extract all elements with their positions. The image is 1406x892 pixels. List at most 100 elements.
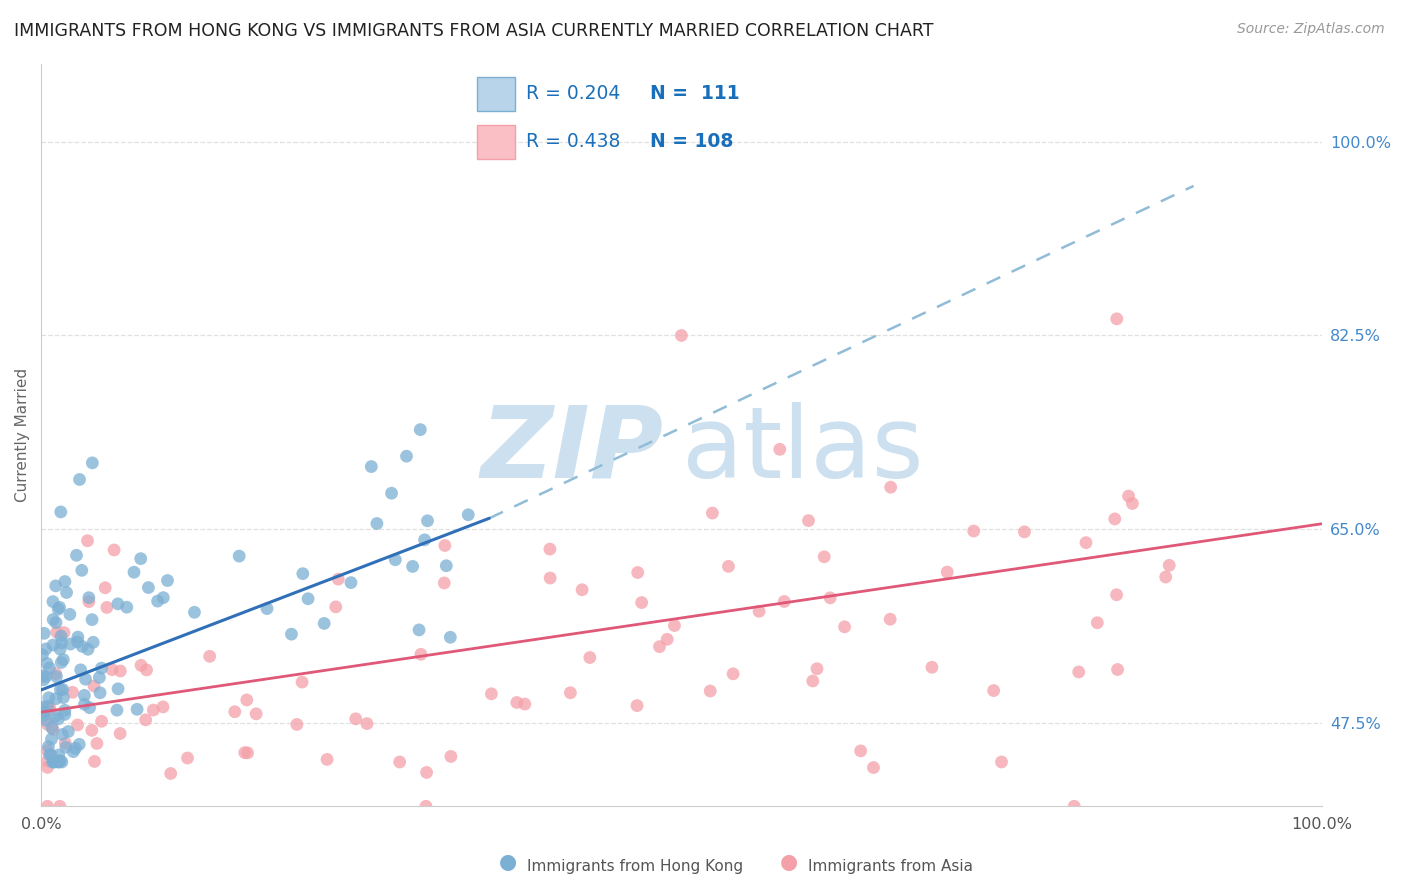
Point	[37, 739, 59, 754]
Point	[1105, 588, 1128, 602]
Point	[813, 549, 835, 564]
Text: ●: ●	[499, 853, 517, 872]
Point	[42, 594, 65, 608]
Point	[70, 563, 93, 577]
Point	[55, 585, 77, 599]
Point	[457, 508, 479, 522]
Point	[280, 627, 302, 641]
Point	[415, 765, 437, 780]
Point	[83, 755, 105, 769]
Text: Immigrants from Hong Kong: Immigrants from Hong Kong	[527, 859, 744, 874]
Point	[38, 661, 60, 675]
Point	[849, 744, 872, 758]
Point	[325, 599, 347, 614]
Point	[31, 668, 53, 682]
Point	[82, 456, 104, 470]
Point	[41, 721, 63, 735]
Point	[236, 746, 259, 760]
Point	[245, 706, 267, 721]
Point	[228, 549, 250, 563]
Point	[702, 506, 724, 520]
Point	[115, 600, 138, 615]
Point	[46, 755, 69, 769]
Point	[340, 575, 363, 590]
Point	[862, 760, 884, 774]
Point	[366, 516, 388, 531]
Point	[1107, 663, 1129, 677]
Text: ●: ●	[780, 853, 799, 872]
Point	[110, 664, 132, 678]
Point	[42, 755, 65, 769]
Point	[35, 642, 58, 657]
Point	[77, 591, 100, 605]
Point	[806, 662, 828, 676]
Point	[37, 717, 59, 731]
Point	[44, 709, 66, 723]
Point	[413, 533, 436, 547]
Point	[32, 673, 55, 687]
Point	[62, 745, 84, 759]
Point	[416, 514, 439, 528]
Point	[65, 741, 87, 756]
Point	[73, 689, 96, 703]
Point	[1063, 799, 1085, 814]
Point	[1159, 558, 1181, 573]
Point	[90, 661, 112, 675]
Point	[152, 591, 174, 605]
Point	[648, 640, 671, 654]
Point	[630, 596, 652, 610]
Point	[356, 716, 378, 731]
Point	[1154, 570, 1177, 584]
Point	[1067, 665, 1090, 679]
Point	[48, 600, 70, 615]
Point	[797, 514, 820, 528]
Point	[314, 616, 336, 631]
Point	[42, 638, 65, 652]
Point	[53, 574, 76, 589]
Point	[37, 760, 59, 774]
Point	[32, 705, 55, 719]
Point	[65, 549, 87, 563]
Point	[415, 799, 437, 814]
Point	[135, 663, 157, 677]
Point	[48, 755, 70, 769]
Point	[53, 707, 76, 722]
Point	[285, 717, 308, 731]
Text: Immigrants from Asia: Immigrants from Asia	[808, 859, 973, 874]
Point	[37, 799, 59, 814]
Point	[45, 691, 67, 706]
Point	[936, 565, 959, 579]
Point	[41, 732, 63, 747]
Point	[105, 703, 128, 717]
Point	[408, 623, 430, 637]
Point	[434, 558, 457, 573]
Point	[49, 754, 72, 768]
Point	[69, 473, 91, 487]
Point	[107, 597, 129, 611]
Point	[664, 618, 686, 632]
Point	[1104, 512, 1126, 526]
Point	[671, 328, 693, 343]
Point	[657, 632, 679, 647]
Point	[72, 640, 94, 654]
Point	[1074, 535, 1097, 549]
Point	[51, 755, 73, 769]
Point	[963, 524, 986, 538]
Point	[571, 582, 593, 597]
Point	[152, 699, 174, 714]
Point	[1118, 489, 1140, 503]
Point	[626, 698, 648, 713]
Point	[256, 601, 278, 615]
Point	[291, 675, 314, 690]
Point	[384, 552, 406, 566]
Point	[59, 637, 82, 651]
Point	[818, 591, 841, 605]
Point	[879, 612, 901, 626]
Point	[433, 539, 456, 553]
Point	[77, 594, 100, 608]
Point	[129, 658, 152, 673]
Point	[79, 700, 101, 714]
Point	[1085, 615, 1108, 630]
Point	[42, 613, 65, 627]
Point	[94, 581, 117, 595]
